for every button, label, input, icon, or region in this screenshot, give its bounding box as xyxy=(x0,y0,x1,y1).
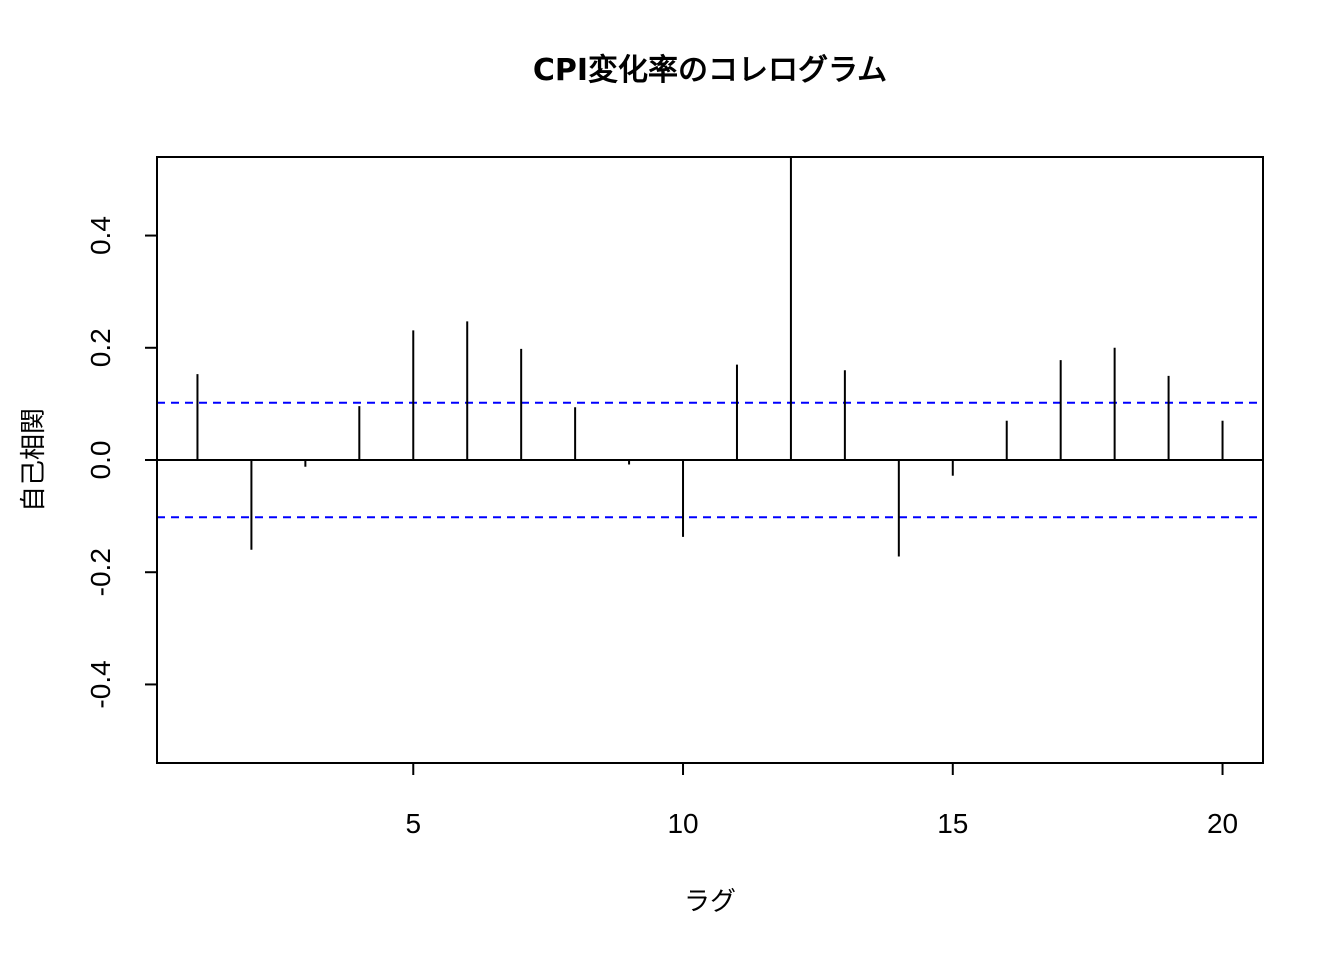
y-tick-label-1: -0.2 xyxy=(85,548,116,596)
x-axis-label: ラグ xyxy=(684,887,736,917)
x-tick-label-10: 10 xyxy=(667,808,698,839)
y-tick-label-3: 0.2 xyxy=(85,328,116,367)
y-tick-label-0: -0.4 xyxy=(85,660,116,708)
y-tick-label-2: 0.0 xyxy=(85,441,116,480)
y-tick-label-4: 0.4 xyxy=(85,216,116,255)
x-tick-label-20: 20 xyxy=(1207,808,1238,839)
chart-title: CPI変化率のコレログラム xyxy=(533,53,887,88)
y-axis-label: 自己相関 xyxy=(19,408,49,512)
plot-area xyxy=(157,157,1263,557)
x-tick-label-15: 15 xyxy=(937,808,968,839)
x-tick-label-5: 5 xyxy=(405,808,421,839)
